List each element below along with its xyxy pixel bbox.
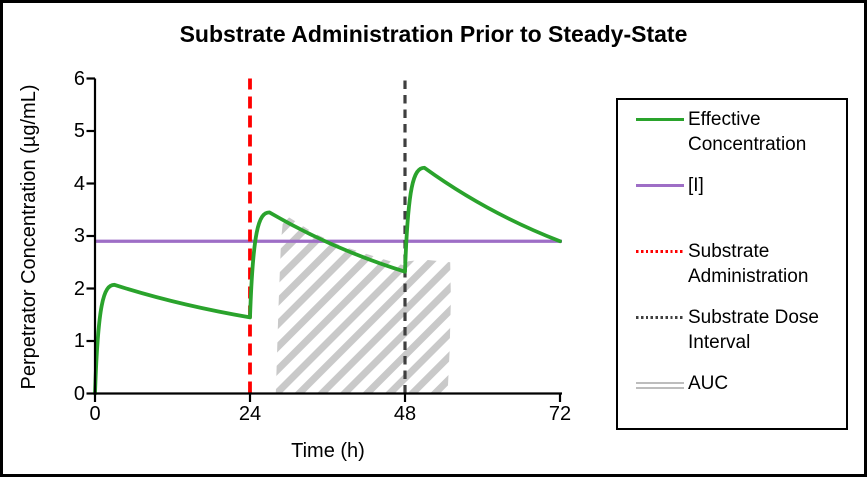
y-tick-label: 1 (73, 330, 85, 352)
legend-label: [I] (688, 175, 704, 196)
legend-box: Effective Concentration [I] Substrate Ad… (616, 98, 848, 430)
x-axis-title: Time (h) (291, 440, 365, 462)
y-tick-label: 5 (73, 120, 85, 142)
legend-item-inhibitor: [I] (636, 173, 834, 198)
y-tick-label: 4 (73, 172, 85, 195)
x-tick-label: 24 (238, 403, 262, 425)
plot-area (86, 77, 562, 402)
x-tick-label: 48 (393, 403, 417, 425)
x-tick-label: 72 (548, 403, 572, 425)
y-axis-title: Perpetrator Concentration (µg/mL) (18, 84, 40, 390)
x-tick-label: 0 (89, 403, 101, 425)
legend-item-auc: AUC (636, 371, 834, 396)
red-dotted-swatch (636, 250, 684, 253)
legend-item-effective-concentration: Effective Concentration (636, 107, 834, 157)
axis-ticks (86, 77, 562, 402)
auc-hatched-region (275, 214, 451, 394)
gray-dotted-swatch (636, 316, 684, 319)
legend-label: Effective Concentration (688, 109, 807, 155)
legend-item-substrate-administration: Substrate Administration (636, 239, 834, 289)
legend-label: Substrate Administration (688, 241, 809, 287)
y-tick-label: 3 (73, 225, 85, 247)
legend-label: AUC (688, 373, 729, 394)
purple-line-swatch (636, 184, 684, 187)
effective-concentration-curve (93, 165, 562, 396)
legend-label: Substrate Dose Interval (688, 307, 819, 353)
legend-item-substrate-dose-interval: Substrate Dose Interval (636, 305, 834, 355)
y-tick-label: 0 (73, 382, 85, 405)
green-line-swatch (636, 118, 684, 121)
auc-hatch-swatch (636, 382, 684, 389)
chart-title: Substrate Administration Prior to Steady… (179, 21, 688, 47)
y-tick-label: 2 (73, 277, 85, 300)
y-tick-label: 6 (73, 67, 85, 90)
